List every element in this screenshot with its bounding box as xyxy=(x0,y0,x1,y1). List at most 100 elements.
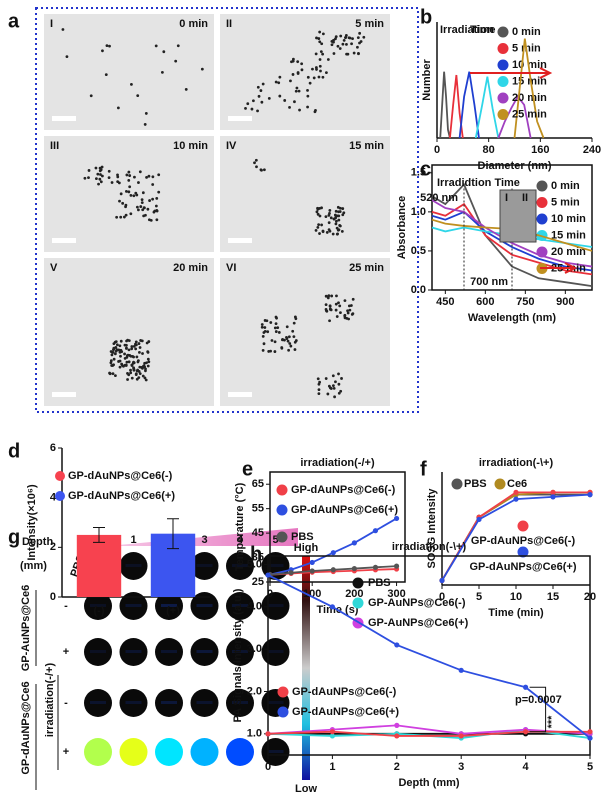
particle xyxy=(141,352,144,355)
signal-trace xyxy=(125,564,142,567)
data-point xyxy=(351,540,357,546)
y-axis-label: Temperature (°C) xyxy=(234,482,246,571)
particle xyxy=(338,47,342,50)
particle xyxy=(135,205,139,209)
y-tick-label: 35 xyxy=(252,551,264,563)
tem-image xyxy=(44,14,214,130)
particle xyxy=(118,359,122,363)
image-time: 5 min xyxy=(355,18,384,30)
data-point xyxy=(330,550,336,556)
data-point xyxy=(394,733,400,739)
particle xyxy=(147,174,151,178)
series-line xyxy=(431,218,593,252)
particle xyxy=(275,316,278,320)
y-tick-label: 2 xyxy=(50,541,56,553)
particle xyxy=(95,177,98,180)
particle xyxy=(157,190,161,194)
particle xyxy=(362,35,366,39)
particle xyxy=(331,374,335,378)
depth-tick: 5 xyxy=(272,534,278,546)
particle xyxy=(350,42,353,46)
particle xyxy=(348,308,352,312)
legend-label: 15 min xyxy=(551,229,586,241)
data-point xyxy=(330,567,336,573)
particle xyxy=(116,180,120,184)
legend-swatch xyxy=(497,76,509,87)
depth-label: Depth xyxy=(22,536,53,548)
particle xyxy=(151,175,155,179)
particle xyxy=(324,303,328,307)
particle xyxy=(341,207,345,210)
signal-trace xyxy=(125,701,142,704)
particle xyxy=(119,215,123,219)
particle xyxy=(317,75,321,79)
particle xyxy=(118,199,121,203)
chart-title: irradiation(-/+) xyxy=(300,457,375,469)
y-tick-label: 4.0 xyxy=(247,601,262,613)
signal-disc xyxy=(226,592,254,620)
particle xyxy=(318,207,321,210)
particle xyxy=(338,224,342,227)
particle xyxy=(294,89,298,93)
particle xyxy=(107,169,111,173)
particle xyxy=(328,209,332,212)
data-point xyxy=(550,494,556,500)
signal-trace xyxy=(267,604,284,607)
legend-label: GP-dAuNPs@Ce6(-) xyxy=(291,484,396,496)
particle xyxy=(134,191,138,195)
particle xyxy=(321,230,325,234)
legend-label: GP-AuNPs@Ce6(-) xyxy=(368,597,466,609)
particle xyxy=(125,360,129,364)
particle xyxy=(126,338,130,342)
particle xyxy=(123,352,126,356)
x-tick-label: 300 xyxy=(387,588,405,600)
legend-swatch xyxy=(517,520,529,532)
particle xyxy=(200,67,204,71)
particle xyxy=(278,94,282,98)
y-tick-label: 0.5 xyxy=(411,245,426,257)
particle xyxy=(317,382,321,386)
signal-disc xyxy=(119,689,148,717)
particle xyxy=(99,168,103,172)
particle xyxy=(128,185,132,189)
particle xyxy=(130,376,134,380)
particle xyxy=(306,94,310,98)
particle xyxy=(151,183,155,186)
x-tick-label: 450 xyxy=(436,296,454,308)
scale-bar xyxy=(228,116,252,121)
signal-trace xyxy=(125,650,142,653)
image-time: 10 min xyxy=(173,140,208,152)
particle xyxy=(160,70,164,74)
particle xyxy=(134,347,138,351)
signal-trace xyxy=(161,650,177,653)
particle xyxy=(118,344,122,348)
particle xyxy=(292,335,296,339)
particle xyxy=(110,364,114,367)
particle xyxy=(337,372,340,376)
particle xyxy=(273,340,277,344)
particle xyxy=(314,66,318,69)
particle xyxy=(296,71,300,74)
panel-label: f xyxy=(420,458,427,480)
signal-trace xyxy=(196,701,213,704)
particle xyxy=(260,100,264,104)
y-tick-label: 55 xyxy=(252,503,264,515)
particle xyxy=(112,342,116,346)
legend-label: GP-dAuNPs@Ce6(+) xyxy=(292,706,399,718)
particle xyxy=(267,96,271,100)
particle xyxy=(319,50,323,54)
particle xyxy=(99,173,102,176)
colorbar xyxy=(302,556,310,780)
particle xyxy=(116,106,120,110)
signal-trace xyxy=(232,701,248,704)
series-line xyxy=(267,574,591,739)
x-tick-label: 0 xyxy=(265,761,271,773)
particle xyxy=(358,31,362,35)
particle xyxy=(87,169,91,172)
particle xyxy=(145,341,149,345)
panel-label: a xyxy=(8,10,20,32)
particle xyxy=(146,207,150,211)
x-tick-label: 600 xyxy=(476,296,494,308)
particle xyxy=(132,361,136,365)
